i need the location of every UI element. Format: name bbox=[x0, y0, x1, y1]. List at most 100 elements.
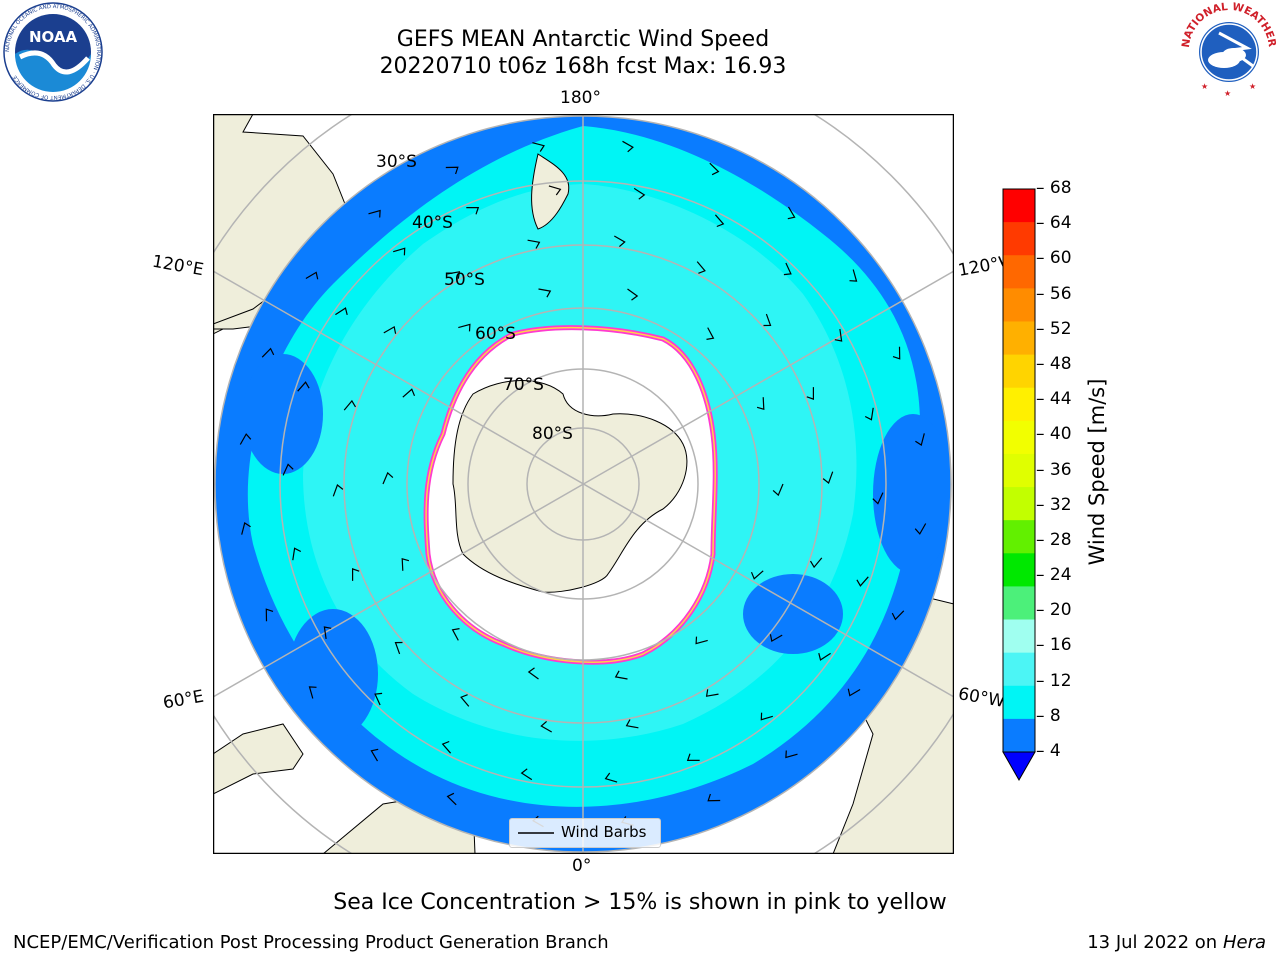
wind-barb bbox=[707, 793, 721, 802]
lat-label-80s: 80°S bbox=[532, 424, 573, 444]
wind-barb bbox=[818, 652, 831, 661]
wind-barb bbox=[538, 288, 552, 298]
wind-barb bbox=[709, 162, 720, 176]
wind-barb bbox=[241, 522, 251, 535]
colorbar-title: Wind Speed [m/s] bbox=[1085, 378, 1109, 566]
title-line-2: 20220710 t06z 168h fcst Max: 16.93 bbox=[379, 54, 787, 79]
antarctica bbox=[452, 380, 688, 593]
wind-barb bbox=[785, 750, 798, 759]
wind-barb bbox=[760, 712, 773, 721]
graticule bbox=[213, 114, 954, 854]
wind-barb bbox=[695, 636, 708, 645]
colorbar-tick: – 64 bbox=[1036, 213, 1072, 234]
wind-barb bbox=[393, 247, 406, 256]
colorbar-tick: – 12 bbox=[1036, 670, 1072, 691]
wind-barb bbox=[806, 387, 814, 400]
wind-barb bbox=[864, 407, 874, 421]
colorbar-tick: – 20 bbox=[1036, 600, 1072, 621]
wind-barb bbox=[374, 692, 383, 706]
colorbar-tick: – 40 bbox=[1036, 424, 1072, 445]
wind-barb bbox=[520, 768, 533, 781]
wind-barb bbox=[756, 397, 765, 411]
wind-barb bbox=[783, 262, 792, 276]
wind-barb bbox=[548, 185, 562, 196]
wind-barb bbox=[705, 689, 719, 697]
wind-barb bbox=[401, 557, 410, 571]
wind-barb bbox=[614, 235, 626, 248]
title-line-1: GEFS MEAN Antarctic Wind Speed bbox=[396, 27, 770, 52]
svg-text:★: ★ bbox=[1224, 89, 1231, 98]
lon-label-60w: 60°W bbox=[956, 684, 1007, 712]
chart-title: GEFS MEAN Antarctic Wind Speed 20220710 … bbox=[0, 26, 1166, 80]
footer-organization: NCEP/EMC/Verification Post Processing Pr… bbox=[13, 932, 609, 953]
lat-label-50s: 50°S bbox=[444, 270, 485, 290]
nws-logo: NATIONAL WEATHER SERVICE ★★★ bbox=[1179, 0, 1278, 98]
lon-label-0: 0° bbox=[572, 856, 592, 876]
wind-barb bbox=[769, 634, 783, 643]
colorbar-tick: – 28 bbox=[1036, 529, 1072, 550]
wind-barb bbox=[297, 381, 310, 392]
wind-barb bbox=[343, 399, 357, 411]
colorbar-tick: – 52 bbox=[1036, 318, 1072, 339]
colorbar-tick: – 44 bbox=[1036, 389, 1072, 410]
wind-barb bbox=[323, 626, 332, 639]
svg-text:★: ★ bbox=[1201, 82, 1208, 91]
wind-barb bbox=[441, 740, 452, 754]
colorbar-tick: – 60 bbox=[1036, 248, 1072, 269]
colorbar-cell bbox=[1003, 652, 1035, 687]
wind-barb bbox=[460, 694, 470, 707]
colorbar-tick: – 68 bbox=[1036, 178, 1072, 198]
colorbar-cell bbox=[1003, 487, 1035, 521]
wind-barb bbox=[261, 347, 275, 358]
wind-barb bbox=[370, 748, 379, 762]
colorbar-tick: – 36 bbox=[1036, 459, 1072, 480]
legend-line-swatch bbox=[518, 832, 554, 834]
map-frame bbox=[213, 114, 954, 854]
wind-barb bbox=[914, 523, 927, 535]
wind-barb bbox=[706, 327, 715, 340]
lon-label-120e: 120°E bbox=[150, 251, 206, 281]
wind-barb bbox=[308, 686, 317, 699]
wind-barb bbox=[265, 608, 274, 622]
colorbar-tick: – 32 bbox=[1036, 494, 1072, 515]
footer-date: 13 Jul 2022 on Hera bbox=[1087, 932, 1266, 953]
colorbar-tick: – 16 bbox=[1036, 635, 1072, 656]
wind-barb bbox=[239, 433, 252, 445]
wind-barb bbox=[849, 269, 858, 282]
svg-text:NOAA: NOAA bbox=[29, 28, 78, 46]
colorbar-cell bbox=[1003, 420, 1035, 455]
colorbar-cell bbox=[1003, 586, 1035, 621]
colorbar-cell bbox=[1003, 288, 1035, 322]
wind-barb bbox=[622, 140, 634, 153]
wind-barb bbox=[915, 433, 925, 446]
wind-barb bbox=[394, 641, 403, 655]
colorbar-cell bbox=[1003, 387, 1035, 422]
wind-barb bbox=[627, 288, 639, 301]
wind-barb bbox=[809, 557, 823, 569]
noaa-logo: NATIONAL OCEANIC AND ATMOSPHERIC ADMINIS… bbox=[3, 2, 103, 102]
colorbar-cell bbox=[1003, 685, 1035, 720]
wind-barb bbox=[352, 568, 360, 581]
polar-map bbox=[213, 114, 954, 854]
wind-barb bbox=[466, 207, 480, 215]
wind-barb bbox=[527, 667, 539, 680]
legend-label: Wind Barbs bbox=[561, 823, 647, 841]
sea-ice-caption: Sea Ice Concentration > 15% is shown in … bbox=[333, 890, 947, 915]
colorbar-cell bbox=[1003, 520, 1035, 554]
wind-barb bbox=[891, 610, 905, 621]
wind-barb bbox=[625, 719, 639, 729]
colorbar-tick: – 48 bbox=[1036, 353, 1072, 374]
lat-label-40s: 40°S bbox=[412, 213, 453, 233]
wind-field bbox=[215, 116, 951, 852]
colorbar-cell bbox=[1003, 189, 1035, 223]
wind-barb bbox=[540, 720, 552, 733]
wind-barb bbox=[447, 271, 461, 279]
wind-barb bbox=[772, 483, 784, 497]
wind-barb bbox=[604, 772, 618, 783]
colorbar bbox=[1002, 188, 1036, 782]
colorbar-cell bbox=[1003, 354, 1035, 389]
wind-barb bbox=[787, 206, 796, 220]
wind-barb bbox=[402, 388, 416, 398]
wind-barb bbox=[892, 346, 901, 360]
colorbar-cell bbox=[1003, 553, 1035, 587]
